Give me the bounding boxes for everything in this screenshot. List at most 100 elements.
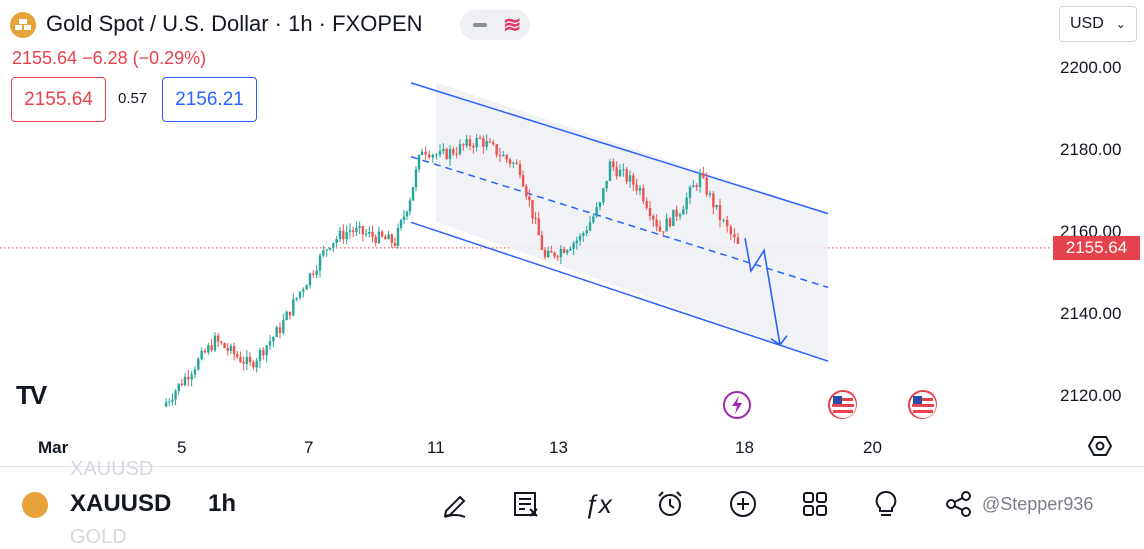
candle-body [278, 327, 282, 333]
candle-body [424, 151, 427, 155]
candle-body [468, 139, 472, 147]
divider [0, 466, 1144, 467]
candle-body [193, 369, 197, 375]
candle-body [658, 226, 662, 232]
projection-path[interactable] [744, 238, 781, 345]
candle-body [295, 297, 298, 300]
flash-event-icon[interactable] [722, 390, 752, 420]
candle-body [662, 231, 665, 233]
candle-body [612, 161, 615, 168]
candle-body [615, 167, 618, 177]
plus-icon[interactable] [726, 487, 760, 521]
time-tick: Mar [38, 438, 69, 457]
buy-button[interactable]: 2156.21 [162, 77, 257, 122]
candle-body [255, 360, 258, 368]
candle-body [521, 175, 525, 187]
timeframe-button[interactable]: 1h [208, 490, 237, 517]
sell-button[interactable]: 2155.64 [11, 77, 106, 122]
candle-body [675, 209, 678, 217]
symbol-button[interactable]: XAUUSD [70, 490, 172, 517]
candle-body [729, 226, 732, 235]
draw-icon[interactable] [438, 487, 472, 521]
candle-body [245, 356, 249, 364]
channel-mid-line[interactable] [410, 155, 829, 289]
gold-symbol-logo [10, 12, 36, 38]
minus-icon [473, 23, 487, 27]
currency-select[interactable]: USD ⌄ [1059, 6, 1137, 42]
candle-body [512, 162, 515, 164]
candle-body [625, 169, 628, 182]
time-tick: 7 [304, 438, 314, 457]
candle-body [242, 362, 245, 364]
author-watermark: @Stepper936 [982, 494, 1094, 514]
candle-body [428, 154, 431, 158]
candle-body [458, 144, 462, 154]
candle-body [688, 187, 692, 198]
channel-upper-line[interactable] [410, 82, 829, 215]
candle-body [525, 186, 528, 197]
us-flag-event-icon[interactable] [827, 389, 857, 419]
idea-bulb-icon[interactable] [869, 487, 903, 521]
candle-body [332, 242, 335, 248]
candle-body [190, 374, 193, 380]
candle-body [668, 218, 672, 227]
candle-body [531, 200, 534, 218]
candle-body [472, 146, 475, 148]
price-chart[interactable] [0, 0, 1144, 466]
indicator-toggle[interactable]: ≋ [460, 10, 530, 40]
candle-body [203, 350, 207, 353]
candle-body [258, 349, 262, 361]
share-icon[interactable] [942, 487, 976, 521]
layout-grid-icon[interactable] [798, 487, 832, 521]
candle-body [352, 230, 355, 232]
indicator-list-icon[interactable] [509, 487, 543, 521]
candle-body [498, 155, 502, 157]
candle-body [364, 233, 368, 235]
fx-icon[interactable]: ƒx [584, 488, 612, 519]
alarm-icon[interactable] [653, 487, 687, 521]
candle-body [638, 187, 642, 191]
tradingview-logo: TV [16, 380, 47, 410]
candle-body [220, 341, 223, 344]
candle-body [399, 219, 403, 228]
candle-body [216, 335, 220, 342]
candle-body [678, 214, 682, 217]
time-tick: 18 [735, 438, 754, 457]
candle-body [318, 255, 322, 271]
candle-body [187, 376, 190, 380]
candle-body [736, 237, 740, 244]
candle-body [569, 248, 572, 251]
candle-body [592, 216, 595, 223]
price-change: 2155.64 −6.28 (−0.29%) [12, 48, 207, 68]
time-tick: 11 [427, 438, 445, 457]
us-flag-event-icon[interactable] [907, 389, 937, 419]
candle-body [485, 141, 488, 147]
candle-body [462, 144, 465, 146]
candle-body [553, 252, 556, 257]
candle-body [226, 348, 229, 351]
chevron-down-icon: ⌄ [1115, 17, 1126, 31]
candle-body [582, 233, 585, 236]
candle-body [652, 216, 655, 220]
candle-body [252, 362, 255, 368]
candle-body [348, 230, 352, 233]
candle-body [546, 250, 550, 257]
candle-body [275, 327, 278, 338]
candle-body [445, 148, 448, 159]
chart-settings-icon[interactable] [1088, 434, 1112, 458]
candle-body [559, 248, 563, 258]
channel-lower-line[interactable] [410, 221, 829, 362]
currency-label: USD [1070, 15, 1104, 32]
candle-body [387, 234, 390, 240]
time-tick: 5 [177, 438, 187, 457]
candle-body [566, 250, 569, 253]
candle-body [213, 335, 217, 351]
candle-body [292, 299, 295, 316]
candle-body [408, 200, 412, 212]
candle-body [488, 141, 492, 143]
candle-body [207, 345, 210, 353]
candle-body [475, 137, 478, 148]
candle-body [322, 250, 325, 256]
candle-body [648, 208, 652, 217]
candle-body [478, 137, 482, 139]
